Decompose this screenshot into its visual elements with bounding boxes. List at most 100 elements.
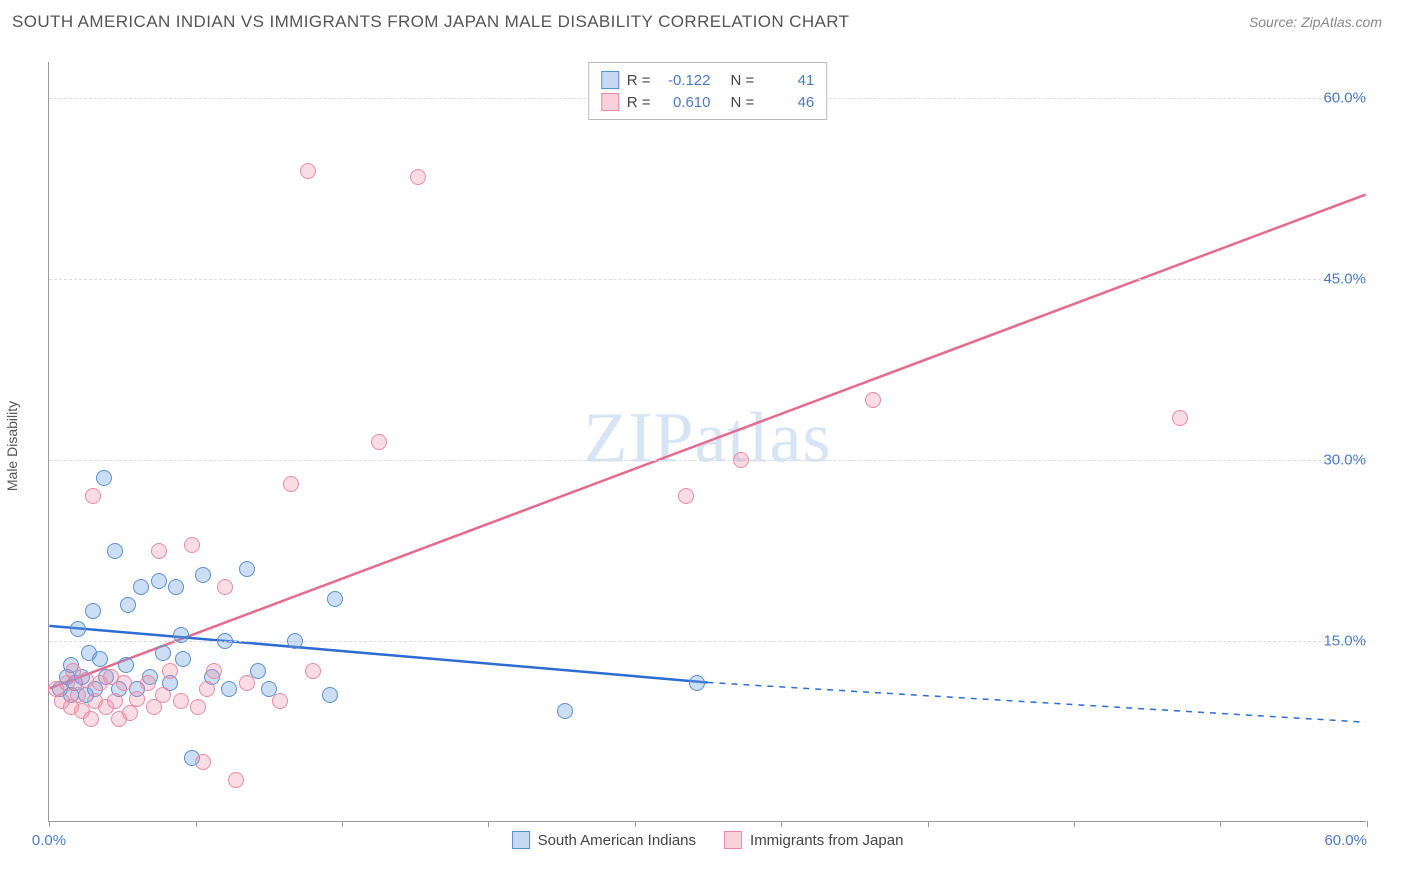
- data-point: [195, 754, 211, 770]
- data-point: [173, 627, 189, 643]
- legend-stats-row: R = -0.122 N = 41: [601, 69, 815, 91]
- legend-label: South American Indians: [538, 832, 696, 849]
- data-point: [107, 543, 123, 559]
- x-tick: [49, 821, 50, 827]
- data-point: [85, 603, 101, 619]
- legend-label: Immigrants from Japan: [750, 832, 903, 849]
- data-point: [190, 699, 206, 715]
- n-label: N =: [731, 94, 755, 111]
- y-tick-label: 30.0%: [1323, 452, 1372, 469]
- data-point: [118, 657, 134, 673]
- data-point: [410, 169, 426, 185]
- gridline: [49, 641, 1366, 642]
- y-tick-label: 45.0%: [1323, 271, 1372, 288]
- data-point: [175, 651, 191, 667]
- data-point: [865, 392, 881, 408]
- y-tick-label: 60.0%: [1323, 90, 1372, 107]
- y-tick-label: 15.0%: [1323, 633, 1372, 650]
- data-point: [151, 543, 167, 559]
- data-point: [70, 621, 86, 637]
- x-tick: [1074, 821, 1075, 827]
- data-point: [173, 693, 189, 709]
- legend-swatch: [601, 93, 619, 111]
- trend-line-blue-ext: [708, 682, 1366, 722]
- data-point: [733, 452, 749, 468]
- data-point: [155, 687, 171, 703]
- source-label: Source: ZipAtlas.com: [1249, 14, 1382, 30]
- x-tick: [342, 821, 343, 827]
- data-point: [133, 579, 149, 595]
- data-point: [155, 645, 171, 661]
- data-point: [287, 633, 303, 649]
- data-point: [557, 703, 573, 719]
- legend-stats: R = -0.122 N = 41 R = 0.610 N = 46: [588, 62, 828, 120]
- r-value: 0.610: [659, 94, 711, 111]
- trend-line-pink: [49, 195, 1365, 689]
- data-point: [199, 681, 215, 697]
- chart-title: SOUTH AMERICAN INDIAN VS IMMIGRANTS FROM…: [12, 12, 849, 32]
- data-point: [184, 537, 200, 553]
- x-tick: [488, 821, 489, 827]
- data-point: [322, 687, 338, 703]
- data-point: [107, 693, 123, 709]
- data-point: [239, 675, 255, 691]
- data-point: [206, 663, 222, 679]
- r-label: R =: [627, 72, 651, 89]
- data-point: [92, 651, 108, 667]
- data-point: [228, 772, 244, 788]
- watermark: ZIPatlas: [584, 396, 832, 479]
- data-point: [140, 675, 156, 691]
- data-point: [129, 691, 145, 707]
- data-point: [689, 675, 705, 691]
- data-point: [221, 681, 237, 697]
- chart-area: ZIPatlas R = -0.122 N = 41 R = 0.610 N =…: [48, 62, 1366, 822]
- data-point: [83, 711, 99, 727]
- data-point: [85, 488, 101, 504]
- n-value: 46: [762, 94, 814, 111]
- r-label: R =: [627, 94, 651, 111]
- data-point: [120, 597, 136, 613]
- data-point: [239, 561, 255, 577]
- legend-stats-row: R = 0.610 N = 46: [601, 91, 815, 113]
- data-point: [300, 163, 316, 179]
- r-value: -0.122: [659, 72, 711, 89]
- data-point: [96, 470, 112, 486]
- data-point: [122, 705, 138, 721]
- data-point: [162, 663, 178, 679]
- trend-lines-layer: [49, 62, 1366, 821]
- legend-item: Immigrants from Japan: [724, 831, 903, 849]
- data-point: [195, 567, 211, 583]
- n-label: N =: [731, 72, 755, 89]
- legend-swatch: [601, 71, 619, 89]
- data-point: [678, 488, 694, 504]
- legend-item: South American Indians: [512, 831, 696, 849]
- data-point: [116, 675, 132, 691]
- header: SOUTH AMERICAN INDIAN VS IMMIGRANTS FROM…: [0, 0, 1406, 40]
- data-point: [168, 579, 184, 595]
- x-tick-label: 60.0%: [1324, 832, 1367, 849]
- legend-swatch: [724, 831, 742, 849]
- legend-swatch: [512, 831, 530, 849]
- x-tick: [928, 821, 929, 827]
- data-point: [371, 434, 387, 450]
- y-axis-label: Male Disability: [4, 401, 20, 491]
- data-point: [327, 591, 343, 607]
- x-tick: [781, 821, 782, 827]
- gridline: [49, 460, 1366, 461]
- data-point: [70, 687, 86, 703]
- x-tick: [196, 821, 197, 827]
- x-tick: [1220, 821, 1221, 827]
- n-value: 41: [762, 72, 814, 89]
- data-point: [1172, 410, 1188, 426]
- legend-series: South American Indians Immigrants from J…: [512, 831, 904, 849]
- data-point: [217, 579, 233, 595]
- data-point: [151, 573, 167, 589]
- gridline: [49, 279, 1366, 280]
- data-point: [272, 693, 288, 709]
- x-tick: [635, 821, 636, 827]
- data-point: [305, 663, 321, 679]
- x-tick: [1367, 821, 1368, 827]
- data-point: [283, 476, 299, 492]
- data-point: [217, 633, 233, 649]
- x-tick-label: 0.0%: [32, 832, 66, 849]
